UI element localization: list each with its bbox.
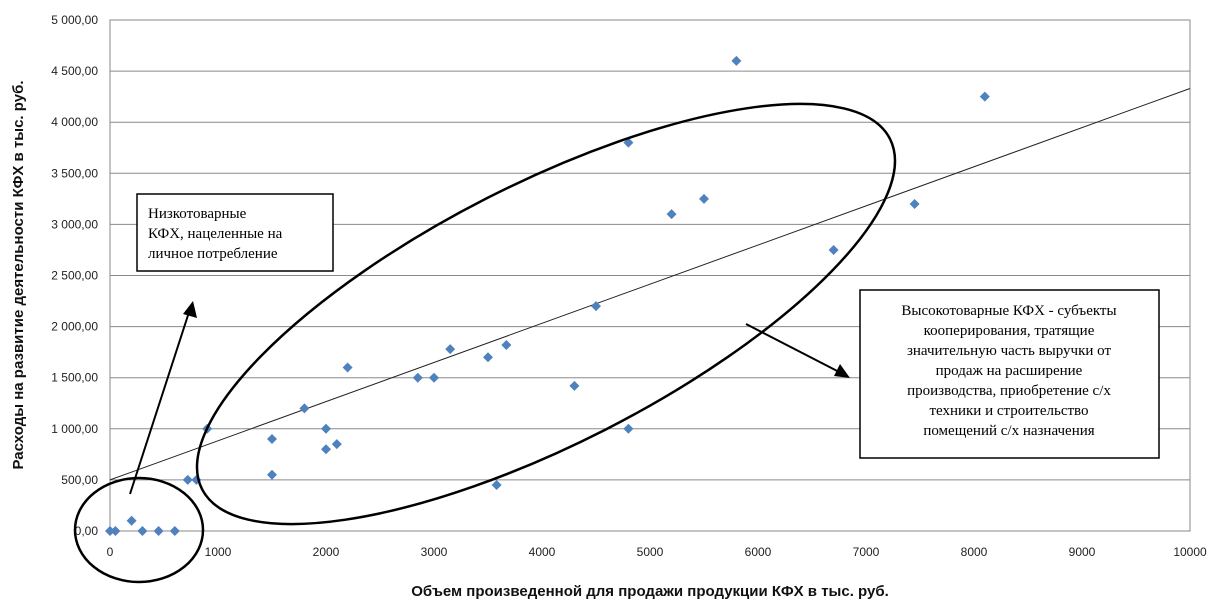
- y-tick-label: 3 000,00: [51, 217, 98, 231]
- low-annotation-box: [136, 193, 334, 272]
- data-point: [105, 526, 115, 536]
- data-point: [321, 423, 331, 434]
- annotation-line: Низкотоварные: [148, 206, 247, 222]
- high-arrow-head: [834, 364, 850, 378]
- x-tick-label: 4000: [529, 545, 556, 559]
- data-point: [731, 55, 742, 66]
- y-axis-ticks: 0,00 500,00 1 000,00 1 500,00 2 000,00 2 500,…: [51, 13, 98, 538]
- data-point: [429, 372, 439, 383]
- y-tick-label: 1 500,00: [51, 371, 98, 385]
- x-tick-label: 6000: [745, 545, 772, 559]
- data-point: [267, 434, 277, 445]
- annotation-line: личное потребление: [148, 246, 278, 262]
- data-point: [591, 301, 601, 312]
- data-point: [267, 469, 277, 480]
- annotation-line: КФХ, нацеленные на: [148, 226, 283, 242]
- annotation-line: производства, приобретение с/х: [907, 383, 1111, 399]
- x-tick-label: 8000: [961, 545, 988, 559]
- data-point: [569, 380, 580, 391]
- data-point: [169, 526, 180, 536]
- data-point: [501, 339, 512, 350]
- x-tick-label: 3000: [421, 545, 448, 559]
- data-points: [105, 55, 990, 536]
- x-axis-ticks: 0 1000 2000 3000 4000 5000 6000 7000 8000 9000 100…: [107, 545, 1207, 559]
- x-tick-label: 5000: [637, 545, 664, 559]
- data-point: [828, 244, 839, 255]
- high-annotation-arrow: [745, 323, 846, 376]
- data-point: [110, 526, 121, 536]
- data-point: [182, 474, 193, 485]
- annotation-line: техники и строительство: [929, 403, 1088, 419]
- low-annotation-text: Низкотоварные КФХ, нацеленные на личное по…: [148, 206, 283, 262]
- data-point: [483, 352, 493, 363]
- data-point: [342, 362, 353, 373]
- y-tick-label: 4 000,00: [51, 115, 98, 129]
- y-tick-label: 500,00: [61, 473, 98, 487]
- data-point: [321, 444, 331, 455]
- low-arrow-head: [183, 301, 197, 318]
- y-tick-label: 2 500,00: [51, 269, 98, 283]
- data-point: [699, 193, 709, 204]
- x-tick-label: 10000: [1173, 545, 1207, 559]
- low-annotation-arrow: [129, 305, 192, 495]
- y-tick-label: 4 500,00: [51, 64, 98, 78]
- high-segment-ellipse: [195, 102, 897, 526]
- plot-area-frame: [109, 19, 1191, 532]
- data-point: [126, 515, 137, 526]
- x-axis-title: Объем произведенной для продажи продукци…: [411, 583, 889, 600]
- annotation-line: Высокотоварные КФХ - субъекты: [901, 303, 1116, 319]
- data-point: [909, 198, 920, 209]
- y-tick-label: 5 000,00: [51, 13, 98, 27]
- data-point: [666, 209, 677, 220]
- y-tick-label: 1 000,00: [51, 422, 98, 436]
- data-point: [412, 372, 423, 383]
- x-tick-label: 1000: [205, 545, 232, 559]
- x-tick-label: 9000: [1069, 545, 1096, 559]
- y-tick-label: 3 500,00: [51, 166, 98, 180]
- x-tick-label: 2000: [313, 545, 340, 559]
- high-annotation-text: Высокотоварные КФХ - субъекты кооперирова…: [901, 303, 1116, 439]
- data-point: [979, 91, 990, 102]
- data-point: [137, 526, 148, 536]
- low-segment-ellipse: [73, 476, 205, 584]
- annotation-line: помещений с/х назначения: [923, 423, 1094, 439]
- data-point: [445, 344, 456, 355]
- x-tick-label: 0: [107, 545, 114, 559]
- annotation-line: продаж на расширение: [936, 363, 1083, 379]
- data-point: [153, 526, 164, 536]
- annotation-line: значительную часть выручки от: [907, 343, 1111, 359]
- trend-line: [109, 88, 1191, 481]
- high-annotation-box: [859, 289, 1160, 459]
- data-point: [623, 423, 634, 434]
- y-tick-label: 2 000,00: [51, 320, 98, 334]
- data-point: [331, 439, 342, 450]
- y-tick-label: 0,00: [75, 524, 99, 538]
- data-point: [491, 480, 502, 491]
- data-point: [299, 403, 310, 414]
- x-tick-label: 7000: [853, 545, 880, 559]
- y-axis-title: Расходы на развитие деятельности КФХ в т…: [10, 80, 27, 469]
- annotation-line: кооперирования, тратящие: [924, 323, 1095, 339]
